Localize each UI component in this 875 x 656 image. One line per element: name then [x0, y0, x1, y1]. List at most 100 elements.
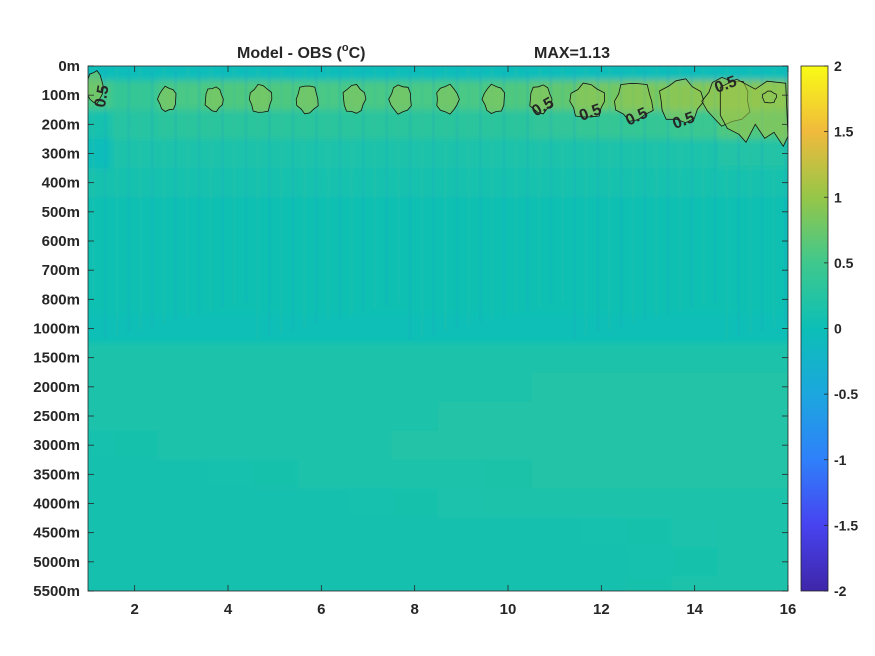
- x-tick-label: 2: [130, 601, 138, 618]
- heatmap-cell: [671, 576, 719, 591]
- heatmap-cell: [484, 518, 532, 548]
- heatmap-cell: [391, 547, 439, 578]
- colorbar-tick-label: 1.5: [834, 124, 854, 140]
- heatmap-cell: [438, 313, 486, 344]
- heatmap-cell: [578, 313, 626, 344]
- heatmap-cell: [671, 488, 719, 519]
- heatmap-cell: [344, 372, 392, 403]
- heatmap-cell: [671, 138, 719, 169]
- heatmap-cell: [251, 168, 299, 198]
- heatmap-cell: [251, 109, 299, 140]
- heatmap-cell: [298, 430, 346, 461]
- heatmap-cell: [344, 430, 392, 461]
- y-tick-label: 700m: [42, 262, 80, 279]
- heatmap-cell: [111, 80, 159, 111]
- heatmap-cell: [111, 226, 159, 257]
- heatmap-cell: [111, 343, 159, 373]
- contour-label: 0.5: [92, 84, 113, 109]
- contour-label: 0.5: [577, 101, 604, 125]
- heatmap-cell: [298, 372, 346, 403]
- heatmap-cell: [718, 576, 766, 591]
- heatmap-cell: [578, 372, 626, 403]
- texture-streak: [127, 68, 131, 333]
- heatmap-cell: [484, 109, 532, 140]
- heatmap-cell: [391, 576, 439, 591]
- heatmap-cell: [438, 284, 486, 315]
- heatmap-cell: [531, 109, 579, 140]
- heatmap-cell: [484, 168, 532, 198]
- texture-streak: [584, 68, 588, 336]
- heatmap-cell: [578, 488, 626, 519]
- heatmap-cell: [671, 313, 719, 344]
- x-tick-label: 4: [224, 601, 233, 618]
- heatmap-cell: [204, 226, 252, 257]
- heatmap-cell: [531, 66, 579, 82]
- heatmap-cell: [88, 518, 112, 548]
- y-tick-label: 600m: [42, 233, 80, 250]
- heatmap-cell: [344, 109, 392, 140]
- contour-fill: [88, 70, 104, 104]
- texture-streak: [701, 68, 705, 306]
- heatmap-cell: [298, 138, 346, 169]
- colorbar-tick-label: 2: [834, 58, 842, 74]
- heatmap-cell: [204, 66, 252, 82]
- heatmap-cell: [764, 459, 788, 490]
- heatmap-cell: [158, 372, 206, 403]
- texture-streak: [103, 68, 107, 339]
- heatmap-cell: [88, 284, 112, 315]
- heatmap-cell: [298, 401, 346, 432]
- contour-line: [659, 78, 705, 124]
- x-tick-label: 8: [410, 601, 418, 618]
- heatmap-cell: [671, 372, 719, 403]
- heatmap-cell: [484, 226, 532, 257]
- heatmap-cell: [578, 576, 626, 591]
- heatmap-cell: [251, 226, 299, 257]
- heatmap-cell: [531, 226, 579, 257]
- heatmap-cell: [391, 197, 439, 228]
- heatmap-cell: [251, 518, 299, 548]
- heatmap-cell: [204, 109, 252, 140]
- heatmap-cell: [718, 372, 766, 403]
- heatmap-cell: [718, 401, 766, 432]
- heatmap-cell: [344, 313, 392, 344]
- heatmap-cell: [764, 343, 788, 373]
- heatmap-cell: [344, 255, 392, 286]
- texture-streak: [150, 68, 154, 327]
- heatmap-cell: [484, 284, 532, 315]
- heatmap-cell: [298, 313, 346, 344]
- heatmap-cell: [298, 459, 346, 490]
- y-tick-label: 300m: [42, 146, 80, 163]
- heatmap-cell: [578, 459, 626, 490]
- heatmap-cell: [88, 430, 112, 461]
- heatmap-cell: [531, 197, 579, 228]
- heatmap-cell: [764, 576, 788, 591]
- heatmap-cell: [158, 459, 206, 490]
- heatmap-cell: [391, 518, 439, 548]
- heatmap-cell: [764, 226, 788, 257]
- heatmap-cell: [391, 401, 439, 432]
- heatmap-cell: [578, 430, 626, 461]
- x-tick-label: 12: [593, 601, 610, 618]
- heatmap-cell: [251, 255, 299, 286]
- heatmap-cell: [251, 313, 299, 344]
- chart-title: Model - OBS (oC): [237, 42, 366, 62]
- heatmap-cell: [88, 255, 112, 286]
- heatmap-cell: [344, 197, 392, 228]
- heatmap-cell: [764, 197, 788, 228]
- heatmap-cell: [251, 488, 299, 519]
- heatmap-cell: [111, 401, 159, 432]
- heatmap-cell: [578, 547, 626, 578]
- heatmap-cell: [764, 255, 788, 286]
- heatmap-cell: [298, 226, 346, 257]
- contour-line: [248, 83, 273, 113]
- heatmap-cell: [158, 109, 206, 140]
- heatmap-cell: [88, 109, 112, 140]
- heatmap-cell: [204, 547, 252, 578]
- heatmap-cell: [484, 313, 532, 344]
- heatmap-cell: [251, 401, 299, 432]
- heatmap-cell: [764, 547, 788, 578]
- heatmap-cell: [438, 401, 486, 432]
- heatmap-cell: [624, 401, 672, 432]
- heatmap-cell: [531, 138, 579, 169]
- heatmap-cell: [671, 518, 719, 548]
